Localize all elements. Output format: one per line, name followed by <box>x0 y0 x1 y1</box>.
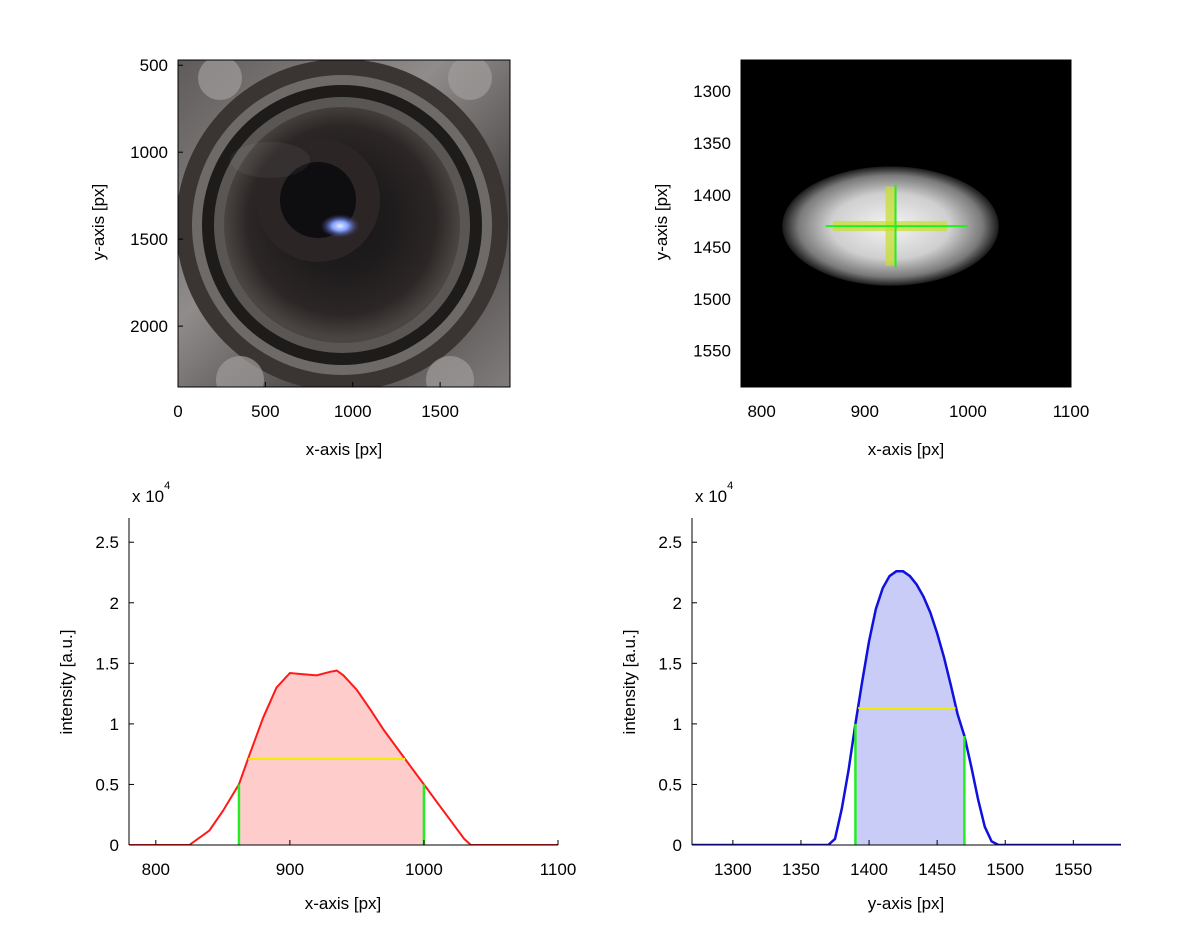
camera-image-ytick-label: 500 <box>140 56 168 75</box>
y-profile-ylabel: intensity [a.u.] <box>620 630 639 735</box>
y-profile-xtick-label: 1550 <box>1054 860 1092 879</box>
y-profile-axes: 1300 1350 1400 1450 1500 1550 0 0.5 1 1.5 2 2.5 <box>658 518 1121 879</box>
camera-image-xtick-label: 1500 <box>421 402 459 421</box>
x-profile-multiplier: x 104 <box>132 480 170 506</box>
spot-image-panel: 800 900 1000 1100 1300 1350 1400 1450 1500 1550 x… <box>652 59 1089 459</box>
camera-image-xtick-label: 500 <box>251 402 279 421</box>
y-profile-ytick-label: 2.5 <box>658 533 682 552</box>
y-profile-xtick-label: 1350 <box>782 860 820 879</box>
camera-image <box>178 60 510 387</box>
x-profile-xlabel: x-axis [px] <box>305 894 382 913</box>
x-profile-panel: 800 900 1000 1100 0 0.5 1 1.5 2 2.5 x 104 x-axis … <box>57 480 576 913</box>
x-profile-axes: 800 900 1000 1100 0 0.5 1 1.5 2 2.5 <box>95 518 576 879</box>
camera-image-ytick-label: 1000 <box>130 143 168 162</box>
spot-image-ylabel: y-axis [px] <box>652 184 671 261</box>
camera-image-ytick-label: 2000 <box>130 317 168 336</box>
x-profile-xtick-label: 900 <box>276 860 304 879</box>
y-profile-xtick-label: 1300 <box>714 860 752 879</box>
spot-image-ytick-label: 1350 <box>693 134 731 153</box>
y-profile-xtick-label: 1400 <box>850 860 888 879</box>
x-profile-ytick-label: 0 <box>110 836 119 855</box>
y-profile-line <box>692 570 1121 845</box>
x-profile-xtick-label: 800 <box>142 860 170 879</box>
x-profile-ytick-label: 1.5 <box>95 654 119 673</box>
spot-image-ytick-label: 1550 <box>693 342 731 361</box>
spot-image-ytick-label: 1400 <box>693 186 731 205</box>
y-profile-ytick-label: 1 <box>673 715 682 734</box>
spot-image <box>741 60 1071 387</box>
y-profile-ytick-label: 0.5 <box>658 775 682 794</box>
spot-image-xtick-label: 900 <box>851 402 879 421</box>
y-profile-multiplier: x 104 <box>695 480 733 506</box>
camera-image-ytick-label: 1500 <box>130 230 168 249</box>
x-profile-xtick-label: 1100 <box>540 860 577 879</box>
y-profile-panel: 1300 1350 1400 1450 1500 1550 0 0.5 1 1.5 2 2.5 x 1… <box>620 480 1121 913</box>
y-profile-ytick-label: 0 <box>673 836 682 855</box>
spot-image-ytick-label: 1500 <box>693 290 731 309</box>
x-profile-ytick-label: 0.5 <box>95 775 119 794</box>
spot-image-ytick-label: 1300 <box>693 82 731 101</box>
spot-image-xtick-label: 800 <box>747 402 775 421</box>
spot-image-xtick-label: 1100 <box>1053 402 1090 421</box>
camera-image-xtick-label: 1000 <box>334 402 372 421</box>
y-profile-ytick-label: 2 <box>673 594 682 613</box>
x-profile-ytick-label: 1 <box>110 715 119 734</box>
x-profile-ytick-label: 2 <box>110 594 119 613</box>
spot-image-ytick-label: 1450 <box>693 238 731 257</box>
x-profile-ytick-label: 2.5 <box>95 533 119 552</box>
y-profile-xlabel: y-axis [px] <box>868 894 945 913</box>
x-profile-line <box>129 669 558 845</box>
x-profile-ylabel: intensity [a.u.] <box>57 630 76 735</box>
spot-image-axes: 800 900 1000 1100 1300 1350 1400 1450 1500 1550 <box>693 82 1089 421</box>
spot-image-xtick-label: 1000 <box>949 402 987 421</box>
x-profile-area <box>238 670 424 845</box>
y-profile-xtick-label: 1500 <box>986 860 1024 879</box>
spot-image-xlabel: x-axis [px] <box>868 440 945 459</box>
y-profile-xtick-label: 1450 <box>918 860 956 879</box>
camera-image-ylabel: y-axis [px] <box>89 184 108 261</box>
camera-image-xtick-label: 0 <box>173 402 182 421</box>
y-profile-ytick-label: 1.5 <box>658 654 682 673</box>
camera-image-axes: 0 500 1000 1500 500 1000 1500 2000 <box>130 56 459 421</box>
camera-image-xlabel: x-axis [px] <box>306 440 383 459</box>
x-profile-xtick-label: 1000 <box>405 860 443 879</box>
